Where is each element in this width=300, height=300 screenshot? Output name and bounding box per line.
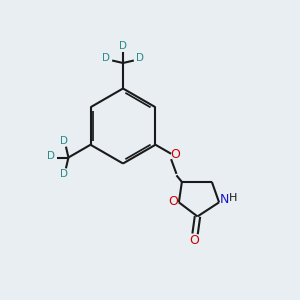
Text: O: O bbox=[168, 195, 178, 208]
Text: O: O bbox=[170, 148, 180, 161]
Text: D: D bbox=[103, 53, 110, 63]
Text: D: D bbox=[47, 151, 55, 161]
Text: D: D bbox=[60, 169, 68, 179]
Text: D: D bbox=[119, 41, 127, 51]
Text: O: O bbox=[189, 234, 199, 247]
Text: N: N bbox=[220, 194, 229, 206]
Text: D: D bbox=[136, 53, 143, 63]
Text: H: H bbox=[229, 193, 237, 203]
Text: D: D bbox=[60, 136, 68, 146]
